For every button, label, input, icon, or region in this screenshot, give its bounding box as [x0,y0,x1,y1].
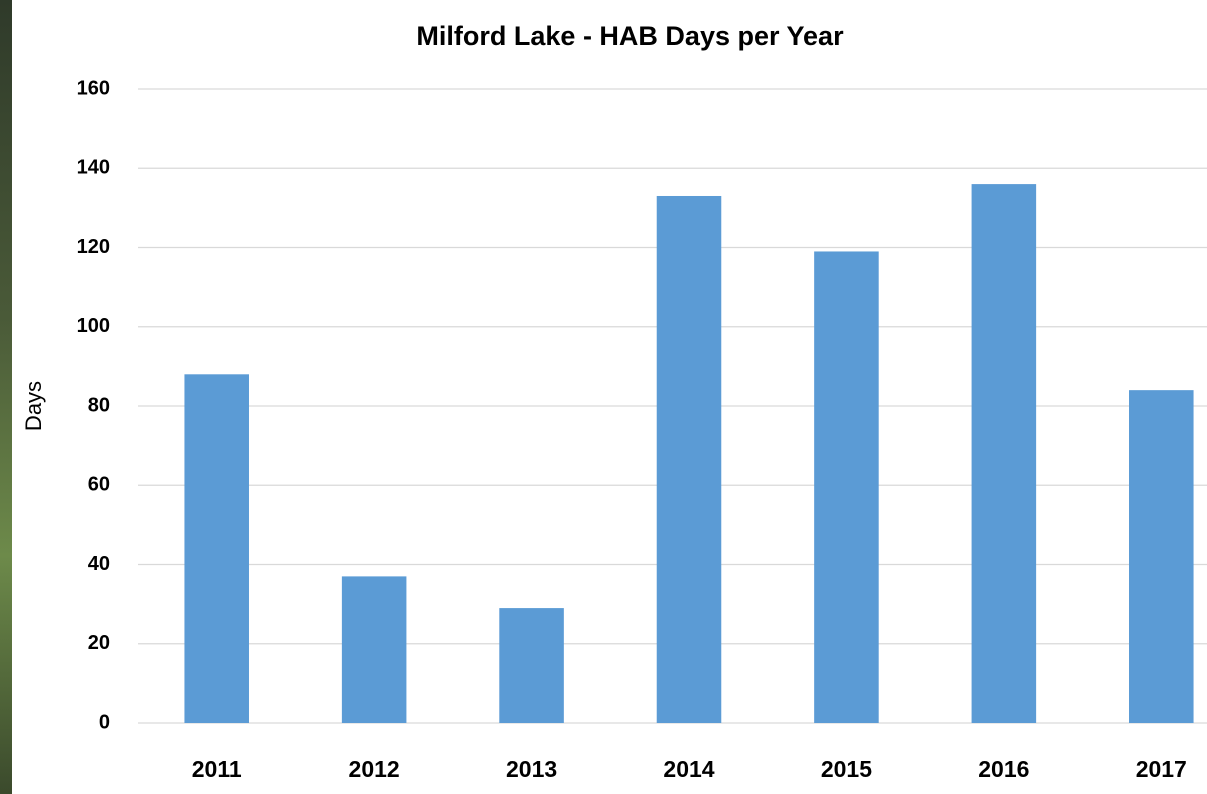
x-tick-label: 2013 [506,756,557,782]
y-tick-label: 140 [77,157,110,179]
y-tick-label: 40 [88,553,110,575]
y-tick-label: 60 [88,474,110,496]
y-tick-label: 120 [77,236,110,258]
bar [342,576,407,723]
bar [499,608,564,723]
x-tick-label: 2015 [821,756,872,782]
y-tick-label: 160 [77,77,110,99]
photo-edge [0,0,12,794]
x-tick-label: 2016 [978,756,1029,782]
y-tick-label: 100 [77,315,110,337]
y-axis-label: Days [21,381,46,431]
x-tick-label: 2017 [1136,756,1187,782]
x-tick-label: 2011 [192,756,242,782]
bar [657,196,722,723]
bar [184,374,249,723]
y-tick-label: 80 [88,394,110,416]
bar [972,184,1037,723]
bar [814,251,879,723]
bar [1129,390,1194,723]
x-tick-label: 2012 [349,756,400,782]
chart: Milford Lake - HAB Days per Year Days 0 2… [0,0,1207,794]
y-tick-label: 20 [88,632,110,654]
x-tick-label: 2014 [663,756,714,782]
chart-title: Milford Lake - HAB Days per Year [416,21,844,51]
y-tick-label: 0 [99,711,110,733]
